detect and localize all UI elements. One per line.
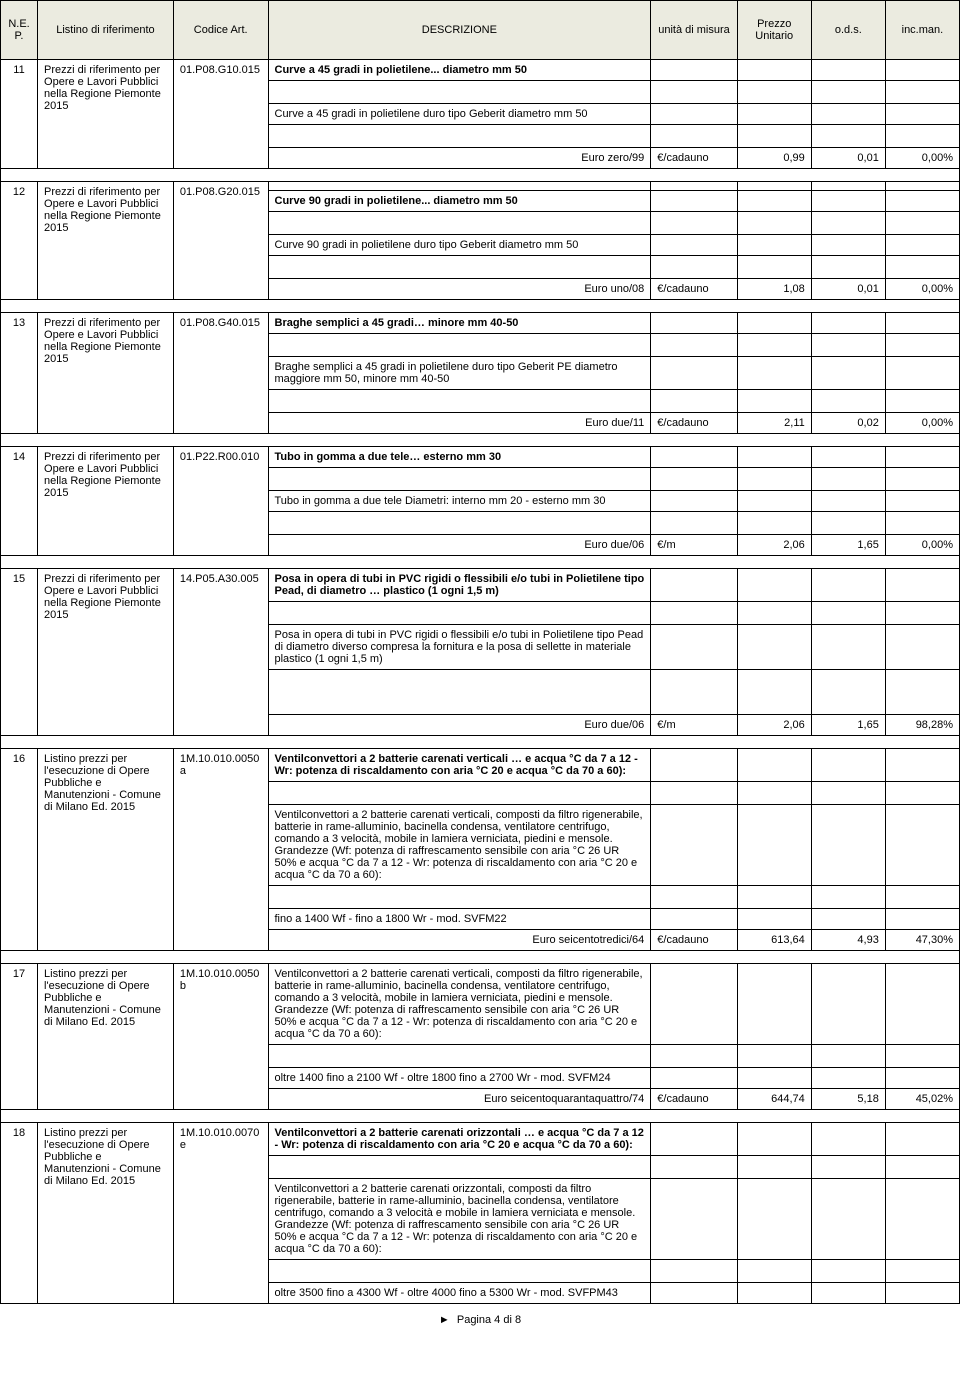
inc-man-value: 45,02% (885, 1089, 959, 1110)
unit-price: 0,99 (737, 148, 811, 169)
ods-value: 0,02 (811, 413, 885, 434)
th-nep: N.E.P. (1, 1, 38, 60)
nep-number: 16 (1, 749, 38, 951)
nep-number: 14 (1, 447, 38, 556)
euro-words: Euro due/06 (268, 535, 651, 556)
nep-number: 11 (1, 60, 38, 169)
nep-number: 18 (1, 1123, 38, 1304)
th-prezzo: Prezzo Unitario (737, 1, 811, 60)
euro-words: Euro zero/99 (268, 148, 651, 169)
listino-ref: Prezzi di riferimento per Opere e Lavori… (38, 447, 174, 556)
nep-number: 12 (1, 182, 38, 300)
unit-price: 1,08 (737, 279, 811, 300)
euro-words: Euro seicentotredici/64 (268, 930, 651, 951)
ods-value: 0,01 (811, 148, 885, 169)
euro-words: Euro due/06 (268, 715, 651, 736)
item-body: Posa in opera di tubi in PVC rigidi o fl… (268, 625, 651, 670)
listino-ref: Prezzi di riferimento per Opere e Lavori… (38, 182, 174, 300)
item-title: Tubo in gomma a due tele… esterno mm 30 (268, 447, 651, 468)
listino-ref: Listino prezzi per l'esecuzione di Opere… (38, 1123, 174, 1304)
listino-ref: Listino prezzi per l'esecuzione di Opere… (38, 964, 174, 1110)
ods-value: 1,65 (811, 535, 885, 556)
inc-man-value: 98,28% (885, 715, 959, 736)
nep-number: 15 (1, 569, 38, 736)
nep-number: 17 (1, 964, 38, 1110)
codice-art: 01.P08.G20.015 (173, 182, 268, 300)
unit-measure: €/m (651, 535, 737, 556)
item-body: Ventilconvettori a 2 batterie carenati v… (268, 805, 651, 886)
item-body: Curve a 45 gradi in polietilene duro tip… (268, 104, 651, 125)
codice-art: 1M.10.010.0050 b (173, 964, 268, 1110)
item-title: Curve a 45 gradi in polietilene... diame… (268, 60, 651, 81)
th-inc: inc.man. (885, 1, 959, 60)
codice-art: 01.P08.G10.015 (173, 60, 268, 169)
euro-words: Euro seicentoquarantaquattro/74 (268, 1089, 651, 1110)
unit-price: 2,06 (737, 535, 811, 556)
ods-value: 4,93 (811, 930, 885, 951)
page-number: Pagina 4 di 8 (457, 1314, 521, 1326)
item-body: Ventilconvettori a 2 batterie carenati o… (268, 1179, 651, 1260)
item-title: Curve 90 gradi in polietilene... diametr… (268, 191, 651, 212)
item-variant: fino a 1400 Wf - fino a 1800 Wr - mod. S… (268, 909, 651, 930)
inc-man-value: 0,00% (885, 413, 959, 434)
item-body: Ventilconvettori a 2 batterie carenati v… (268, 964, 651, 1045)
th-um: unità di misura (651, 1, 737, 60)
item-title: Ventilconvettori a 2 batterie carenati o… (268, 1123, 651, 1156)
page-footer: ► Pagina 4 di 8 (0, 1304, 960, 1336)
item-title: Braghe semplici a 45 gradi… minore mm 40… (268, 313, 651, 334)
item-body: Curve 90 gradi in polietilene duro tipo … (268, 235, 651, 256)
th-codice: Codice Art. (173, 1, 268, 60)
codice-art: 01.P22.R00.010 (173, 447, 268, 556)
unit-price: 2,06 (737, 715, 811, 736)
unit-measure: €/cadauno (651, 1089, 737, 1110)
listino-ref: Prezzi di riferimento per Opere e Lavori… (38, 60, 174, 169)
item-title: Ventilconvettori a 2 batterie carenati v… (268, 749, 651, 782)
item-body: Tubo in gomma a due tele Diametri: inter… (268, 491, 651, 512)
inc-man-value: 0,00% (885, 148, 959, 169)
th-desc: DESCRIZIONE (268, 1, 651, 60)
codice-art: 1M.10.010.0050 a (173, 749, 268, 951)
table-body: 11Prezzi di riferimento per Opere e Lavo… (1, 60, 960, 1304)
inc-man-value: 0,00% (885, 279, 959, 300)
nep-number: 13 (1, 313, 38, 434)
unit-measure: €/cadauno (651, 279, 737, 300)
ods-value: 5,18 (811, 1089, 885, 1110)
th-ods: o.d.s. (811, 1, 885, 60)
ods-value: 1,65 (811, 715, 885, 736)
codice-art: 01.P08.G40.015 (173, 313, 268, 434)
item-body: Braghe semplici a 45 gradi in polietilen… (268, 357, 651, 390)
unit-measure: €/cadauno (651, 930, 737, 951)
unit-measure: €/cadauno (651, 413, 737, 434)
listino-ref: Prezzi di riferimento per Opere e Lavori… (38, 313, 174, 434)
euro-words: Euro due/11 (268, 413, 651, 434)
inc-man-value: 47,30% (885, 930, 959, 951)
unit-measure: €/cadauno (651, 148, 737, 169)
listino-ref: Prezzi di riferimento per Opere e Lavori… (38, 569, 174, 736)
item-variant: oltre 1400 fino a 2100 Wf - oltre 1800 f… (268, 1068, 651, 1089)
table-header: N.E.P. Listino di riferimento Codice Art… (1, 1, 960, 60)
item-title: Posa in opera di tubi in PVC rigidi o fl… (268, 569, 651, 602)
unit-price: 613,64 (737, 930, 811, 951)
inc-man-value: 0,00% (885, 535, 959, 556)
arrow-right-icon: ► (439, 1314, 450, 1326)
price-list-table: N.E.P. Listino di riferimento Codice Art… (0, 0, 960, 1304)
euro-words: Euro uno/08 (268, 279, 651, 300)
th-listino: Listino di riferimento (38, 1, 174, 60)
unit-measure: €/m (651, 715, 737, 736)
codice-art: 1M.10.010.0070 e (173, 1123, 268, 1304)
item-variant: oltre 3500 fino a 4300 Wf - oltre 4000 f… (268, 1283, 651, 1304)
listino-ref: Listino prezzi per l'esecuzione di Opere… (38, 749, 174, 951)
unit-price: 2,11 (737, 413, 811, 434)
codice-art: 14.P05.A30.005 (173, 569, 268, 736)
ods-value: 0,01 (811, 279, 885, 300)
unit-price: 644,74 (737, 1089, 811, 1110)
